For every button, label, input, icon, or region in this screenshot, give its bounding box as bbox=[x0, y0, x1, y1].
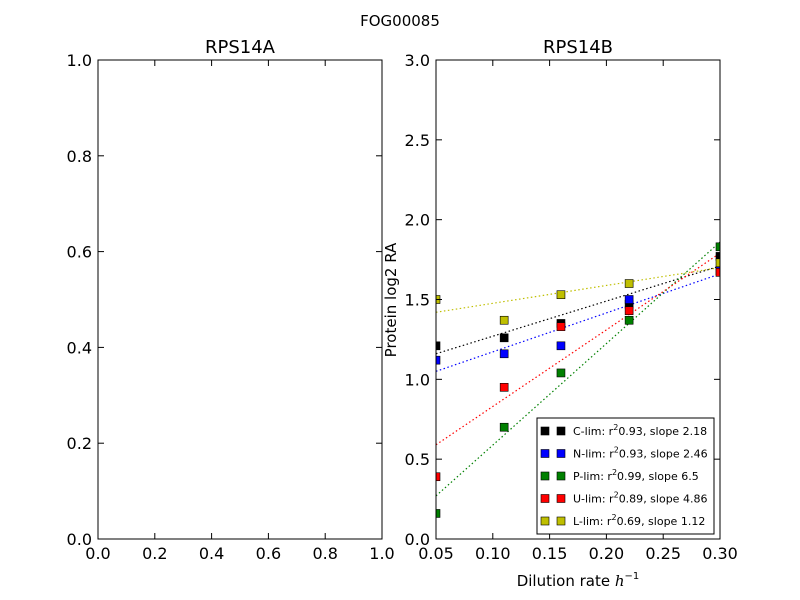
y-tick-label: 0.6 bbox=[67, 243, 92, 262]
legend-box bbox=[536, 417, 715, 535]
x-tick-label: 1.0 bbox=[369, 544, 394, 563]
data-point-n-lim bbox=[436, 355, 441, 365]
data-point-c-lim bbox=[715, 252, 720, 261]
legend-marker-n-lim bbox=[540, 449, 550, 458]
legend-marker-c-lim bbox=[540, 426, 550, 436]
y-tick-label: 0.4 bbox=[67, 338, 92, 357]
x-tick-label: 0.0 bbox=[85, 544, 110, 563]
x-tick-label: 0.30 bbox=[702, 544, 738, 563]
data-point-l-lim bbox=[556, 290, 566, 300]
y-tick-label: 0.0 bbox=[405, 530, 430, 549]
legend-marker-n-lim bbox=[556, 449, 566, 458]
data-point-u-lim bbox=[436, 472, 441, 482]
y-tick-label: 0.0 bbox=[67, 530, 92, 549]
data-point-l-lim bbox=[624, 279, 634, 288]
x-tick-label: 0.2 bbox=[142, 544, 167, 563]
x-tick-label: 0.8 bbox=[312, 544, 337, 563]
fit-line-n-lim bbox=[436, 273, 720, 372]
fit-line-p-lim bbox=[436, 241, 720, 497]
y-tick-label: 1.5 bbox=[405, 291, 430, 310]
legend-entry-l-lim: L-lim: r20.69, slope 1.12 bbox=[573, 513, 705, 528]
legend-entry-c-lim: C-lim: r20.93, slope 2.18 bbox=[573, 423, 707, 438]
data-point-p-lim bbox=[715, 242, 720, 252]
data-point-p-lim bbox=[436, 509, 441, 518]
figure-title: FOG00085 bbox=[360, 12, 440, 30]
legend-marker-l-lim bbox=[540, 516, 550, 526]
data-point-p-lim bbox=[499, 422, 509, 432]
data-point-u-lim bbox=[715, 268, 720, 277]
fit-line-l-lim bbox=[436, 266, 720, 313]
plot-frame-rps14a bbox=[97, 59, 383, 540]
legend-marker-u-lim bbox=[540, 494, 550, 503]
data-point-l-lim bbox=[499, 315, 509, 325]
fit-line-c-lim bbox=[436, 265, 720, 355]
legend-marker-p-lim bbox=[540, 471, 550, 481]
data-point-u-lim bbox=[556, 322, 566, 331]
legend-entry-p-lim: P-lim: r20.99, slope 6.5 bbox=[573, 468, 699, 483]
data-point-c-lim bbox=[436, 341, 441, 351]
chart-rps14a: RPS14A 0.0 0.2 0.4 0.6 0.8 1.0 0.0 0.2 0.4 0.6 0.8… bbox=[67, 37, 395, 563]
data-point-u-lim bbox=[499, 383, 509, 392]
chart-title-rps14b: RPS14B bbox=[543, 37, 613, 58]
y-tick-label: 0.2 bbox=[67, 434, 92, 453]
x-tick-label: 0.05 bbox=[418, 544, 454, 563]
y-tick-label: 3.0 bbox=[405, 51, 430, 70]
x-tick-label: 0.20 bbox=[589, 544, 625, 563]
legend: C-lim: r20.93, slope 2.18 N-lim: r20.93, … bbox=[536, 417, 715, 535]
legend-marker-c-lim bbox=[556, 426, 566, 436]
x-tick-label: 0.15 bbox=[532, 544, 568, 563]
y-tick-label: 1.0 bbox=[405, 370, 430, 389]
data-point-p-lim bbox=[624, 315, 634, 325]
y-tick-label: 0.5 bbox=[405, 450, 430, 469]
data-point-n-lim bbox=[556, 341, 566, 351]
x-tick-label: 0.6 bbox=[256, 544, 281, 563]
fit-line-u-lim bbox=[436, 252, 720, 446]
legend-marker-p-lim bbox=[556, 471, 566, 481]
data-point-n-lim bbox=[499, 349, 509, 359]
legend-entry-u-lim: U-lim: r20.89, slope 4.86 bbox=[573, 491, 707, 506]
y-tick-label: 2.5 bbox=[405, 131, 430, 150]
data-point-c-lim bbox=[499, 333, 509, 343]
y-tick-label: 2.0 bbox=[405, 211, 430, 230]
x-axis-label: Dilution rate h−1 bbox=[517, 571, 640, 590]
chart-title-rps14a: RPS14A bbox=[205, 37, 276, 58]
data-point-l-lim bbox=[715, 258, 720, 268]
legend-entry-n-lim: N-lim: r20.93, slope 2.46 bbox=[573, 446, 708, 461]
data-point-n-lim bbox=[624, 295, 634, 304]
y-tick-label: 1.0 bbox=[67, 51, 92, 70]
x-tick-label: 0.25 bbox=[645, 544, 681, 563]
y-axis-label: Protein log2 RA bbox=[382, 242, 400, 357]
chart-rps14b: RPS14B 0.05 0.10 0.15 0.20 0.25 0.30 0.0 0.5 1.0… bbox=[382, 37, 738, 590]
data-point-u-lim bbox=[624, 306, 634, 315]
y-tick-label: 0.8 bbox=[67, 147, 92, 166]
x-tick-label: 0.10 bbox=[475, 544, 511, 563]
data-point-p-lim bbox=[556, 368, 566, 378]
legend-marker-u-lim bbox=[556, 494, 566, 503]
x-tick-label: 0.4 bbox=[199, 544, 224, 563]
legend-marker-l-lim bbox=[556, 516, 566, 526]
